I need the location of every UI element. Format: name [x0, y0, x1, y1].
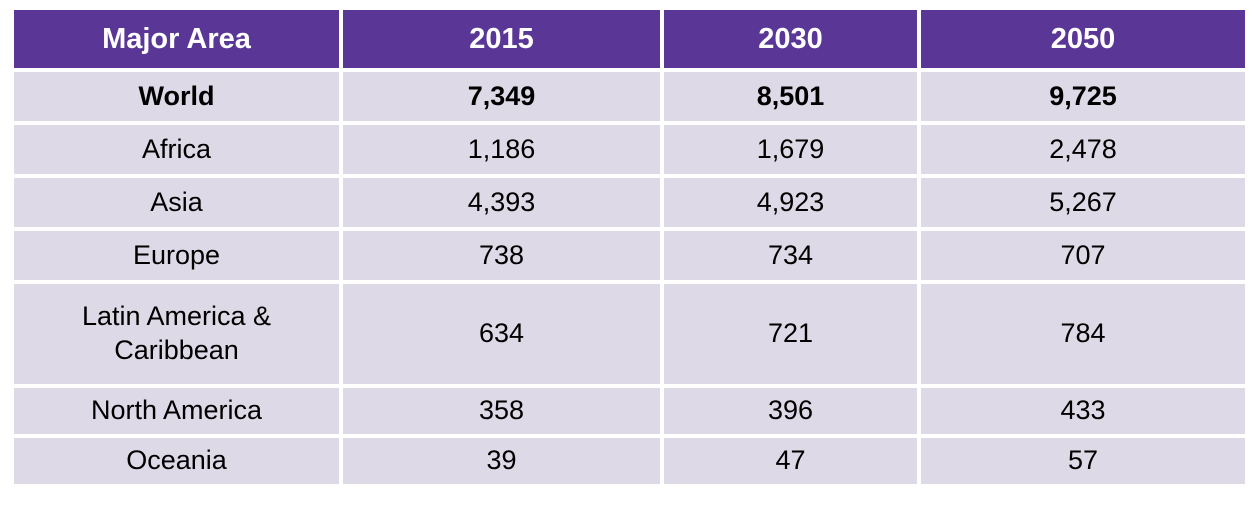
- value-cell-world-2050: 9,725: [921, 72, 1245, 121]
- population-projection-table: Major Area 2015 2030 2050 World 7,349 8,…: [14, 10, 1245, 484]
- value-cell-world-2015: 7,349: [343, 72, 660, 121]
- header-cell-major-area: Major Area: [14, 10, 339, 68]
- value-cell-oceania-2050: 57: [921, 438, 1245, 484]
- area-cell-africa: Africa: [14, 125, 339, 174]
- value-cell-north-america-2030: 396: [664, 388, 917, 434]
- value-cell-europe-2050: 707: [921, 231, 1245, 280]
- value-cell-oceania-2030: 47: [664, 438, 917, 484]
- value-cell-europe-2030: 734: [664, 231, 917, 280]
- area-cell-latin-america-caribbean: Latin America & Caribbean: [14, 284, 339, 384]
- value-cell-oceania-2015: 39: [343, 438, 660, 484]
- value-cell-north-america-2015: 358: [343, 388, 660, 434]
- value-cell-north-america-2050: 433: [921, 388, 1245, 434]
- value-cell-latin-america-2050: 784: [921, 284, 1245, 384]
- value-cell-asia-2015: 4,393: [343, 178, 660, 227]
- value-cell-africa-2015: 1,186: [343, 125, 660, 174]
- value-cell-africa-2050: 2,478: [921, 125, 1245, 174]
- value-cell-europe-2015: 738: [343, 231, 660, 280]
- area-cell-world: World: [14, 72, 339, 121]
- value-cell-africa-2030: 1,679: [664, 125, 917, 174]
- header-cell-2030: 2030: [664, 10, 917, 68]
- area-cell-asia: Asia: [14, 178, 339, 227]
- value-cell-asia-2050: 5,267: [921, 178, 1245, 227]
- header-cell-2015: 2015: [343, 10, 660, 68]
- area-cell-europe: Europe: [14, 231, 339, 280]
- value-cell-asia-2030: 4,923: [664, 178, 917, 227]
- value-cell-latin-america-2030: 721: [664, 284, 917, 384]
- area-cell-north-america: North America: [14, 388, 339, 434]
- area-cell-oceania: Oceania: [14, 438, 339, 484]
- header-cell-2050: 2050: [921, 10, 1245, 68]
- value-cell-latin-america-2015: 634: [343, 284, 660, 384]
- value-cell-world-2030: 8,501: [664, 72, 917, 121]
